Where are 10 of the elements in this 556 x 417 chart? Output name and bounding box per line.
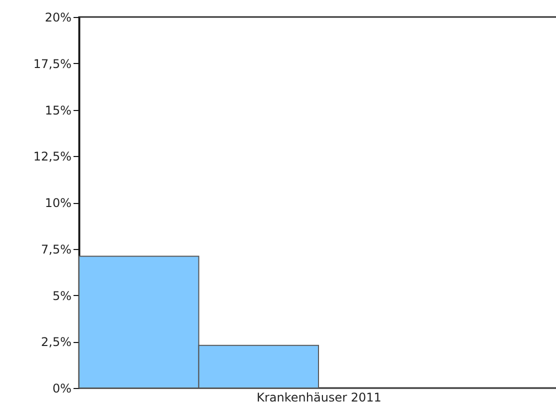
y-tick-label: 5% bbox=[52, 288, 72, 303]
y-tick-label: 17,5% bbox=[33, 56, 72, 71]
y-tick-label: 0% bbox=[52, 382, 72, 396]
y-tick-label: 7,5% bbox=[41, 242, 72, 256]
y-tick-label: 15% bbox=[44, 103, 72, 118]
y-tick-label: 2,5% bbox=[41, 335, 72, 350]
y-tick-label: 12,5% bbox=[33, 150, 72, 164]
y-tick-label: 20% bbox=[44, 10, 72, 24]
y-tick-label: 10% bbox=[44, 196, 72, 210]
x-axis-title: Krankenhäuser 2011 bbox=[256, 390, 382, 404]
